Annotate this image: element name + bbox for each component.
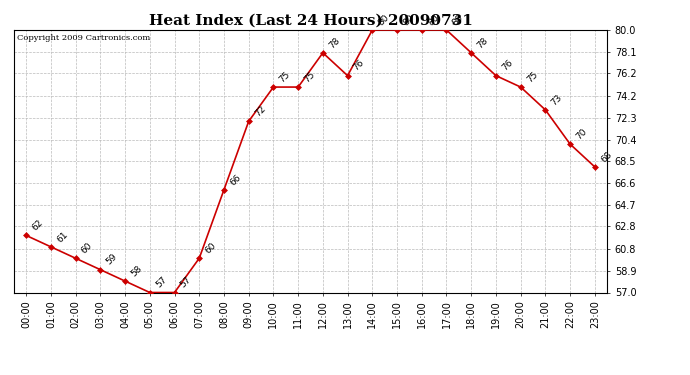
Text: 76: 76: [500, 58, 515, 73]
Text: 78: 78: [475, 36, 490, 50]
Title: Heat Index (Last 24 Hours) 20090731: Heat Index (Last 24 Hours) 20090731: [148, 13, 473, 27]
Text: 61: 61: [55, 230, 70, 244]
Text: 59: 59: [104, 252, 119, 267]
Text: 80: 80: [377, 13, 391, 27]
Text: 68: 68: [599, 150, 613, 164]
Text: 75: 75: [302, 70, 317, 84]
Text: 78: 78: [327, 36, 342, 50]
Text: 73: 73: [549, 93, 564, 107]
Text: 80: 80: [451, 13, 465, 27]
Text: 66: 66: [228, 172, 243, 187]
Text: 70: 70: [574, 127, 589, 141]
Text: 75: 75: [525, 70, 540, 84]
Text: Copyright 2009 Cartronics.com: Copyright 2009 Cartronics.com: [17, 34, 150, 42]
Text: 57: 57: [154, 275, 168, 290]
Text: 75: 75: [277, 70, 292, 84]
Text: 80: 80: [401, 13, 415, 27]
Text: 58: 58: [129, 264, 144, 278]
Text: 60: 60: [204, 241, 218, 255]
Text: 76: 76: [352, 58, 366, 73]
Text: 72: 72: [253, 104, 267, 118]
Text: 60: 60: [80, 241, 95, 255]
Text: 80: 80: [426, 13, 440, 27]
Text: 57: 57: [179, 275, 193, 290]
Text: 62: 62: [30, 218, 45, 232]
